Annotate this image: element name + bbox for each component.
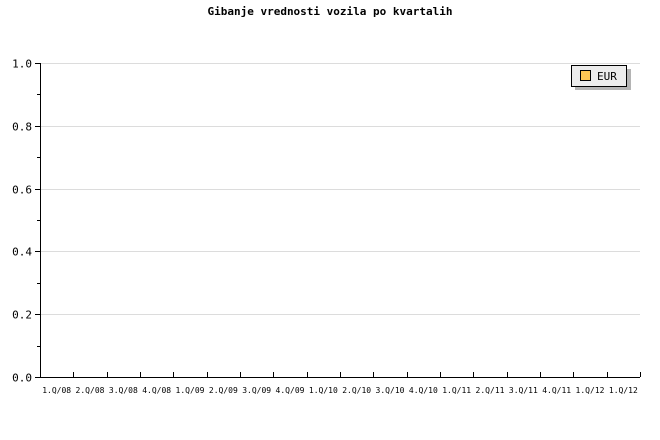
y-tick-label: 0.6 [12, 184, 32, 197]
x-tick-label: 2.Q/08 [76, 386, 105, 395]
x-tick-label: 3.Q/09 [242, 386, 271, 395]
y-tick-label: 1.0 [12, 58, 32, 71]
legend: EUR [571, 65, 631, 90]
x-tick-label: 2.Q/11 [476, 386, 505, 395]
x-tick-label: 1.Q/12 [576, 386, 605, 395]
x-tick-label: 3.Q/11 [509, 386, 538, 395]
x-tick-label: 1.Q/08 [42, 386, 71, 395]
y-tick-label: 0.4 [12, 246, 32, 259]
x-tick-label: 1.Q/09 [176, 386, 205, 395]
x-tick-label: 1.Q/12 [609, 386, 638, 395]
x-tick-label: 3.Q/10 [376, 386, 405, 395]
x-tick-label: 4.Q/09 [276, 386, 305, 395]
x-tick-label: 3.Q/08 [109, 386, 138, 395]
x-tick-label: 4.Q/08 [142, 386, 171, 395]
y-tick-label: 0.0 [12, 372, 32, 385]
x-tick-label: 1.Q/10 [309, 386, 338, 395]
x-tick-label: 2.Q/09 [209, 386, 238, 395]
y-tick-label: 0.8 [12, 121, 32, 134]
y-tick-label: 0.2 [12, 309, 32, 322]
x-tick-label: 1.Q/11 [442, 386, 471, 395]
x-tick-label: 4.Q/10 [409, 386, 438, 395]
x-tick-label: 4.Q/11 [542, 386, 571, 395]
x-tick-label: 2.Q/10 [342, 386, 371, 395]
legend-swatch [580, 70, 591, 81]
chart-title: Gibanje vrednosti vozila po kvartalih [207, 5, 453, 18]
legend-label: EUR [597, 70, 617, 83]
